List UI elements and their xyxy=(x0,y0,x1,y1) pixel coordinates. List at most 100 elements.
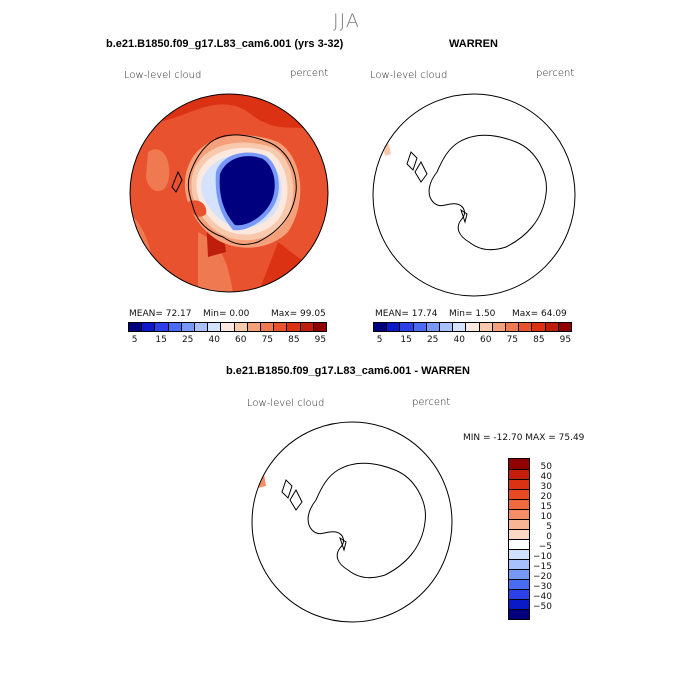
colorbar-tick-label: 85 xyxy=(533,335,545,345)
panel3-colorbar xyxy=(508,458,530,620)
colorbar-tick-label: 95 xyxy=(559,335,572,345)
panel1-colorbar xyxy=(128,322,327,332)
colorbar-tick-label: 75 xyxy=(261,335,274,345)
panel1-mean: MEAN= 72.17 xyxy=(129,309,192,319)
colorbar-swatch xyxy=(412,323,426,331)
colorbar-swatch xyxy=(452,323,466,331)
colorbar-tick-label: 50 xyxy=(540,462,552,472)
colorbar-tick-label: 15 xyxy=(540,502,552,512)
colorbar-tick-label: −10 xyxy=(533,552,552,562)
colorbar-tick-label: 15 xyxy=(155,335,167,345)
colorbar-swatch xyxy=(509,529,529,539)
colorbar-tick-label: −40 xyxy=(533,592,552,602)
colorbar-swatch xyxy=(399,323,413,331)
colorbar-tick-label: 5 xyxy=(131,335,138,345)
colorbar-swatch xyxy=(439,323,453,331)
colorbar-tick-label: 0 xyxy=(546,532,552,542)
colorbar-swatch xyxy=(194,323,208,331)
panel2-title: WARREN xyxy=(449,38,498,50)
panel2-units-label: percent xyxy=(536,68,575,79)
colorbar-swatch xyxy=(557,323,572,331)
colorbar-swatch xyxy=(141,323,155,331)
colorbar-tick-label: −15 xyxy=(533,562,552,572)
panel1-variable-label: Low-level cloud xyxy=(124,70,202,81)
colorbar-swatch xyxy=(509,589,529,599)
colorbar-tick-label: 25 xyxy=(426,335,439,345)
panel3-variable-label: Low-level cloud xyxy=(247,398,325,409)
colorbar-swatch xyxy=(167,323,181,331)
panel1-title: b.e21.B1850.f09_g17.L83_cam6.001 (yrs 3-… xyxy=(106,38,344,50)
panel3-map xyxy=(251,421,453,623)
colorbar-swatch xyxy=(312,323,327,331)
panel3-title: b.e21.B1850.f09_g17.L83_cam6.001 - WARRE… xyxy=(226,365,470,377)
colorbar-swatch xyxy=(286,323,300,331)
colorbar-swatch xyxy=(509,489,529,499)
colorbar-swatch xyxy=(518,323,532,331)
colorbar-tick-label: 95 xyxy=(314,335,327,345)
panel2-min: Min= 1.50 xyxy=(449,309,496,319)
panel2-variable-label: Low-level cloud xyxy=(370,70,448,81)
panel2-map xyxy=(372,93,576,297)
colorbar-tick-label: −30 xyxy=(533,582,552,592)
colorbar-swatch xyxy=(509,609,529,619)
colorbar-tick-label: 25 xyxy=(181,335,194,345)
panel1-map xyxy=(129,93,329,293)
colorbar-tick-label: 5 xyxy=(376,335,383,345)
colorbar-swatch xyxy=(505,323,519,331)
colorbar-tick-label: 60 xyxy=(480,335,492,345)
colorbar-tick-label: −50 xyxy=(533,602,552,612)
colorbar-swatch xyxy=(509,469,529,479)
colorbar-swatch xyxy=(544,323,558,331)
colorbar-swatch xyxy=(129,323,142,331)
colorbar-tick-label: 10 xyxy=(540,512,552,522)
panel3-units-label: percent xyxy=(412,397,451,408)
colorbar-swatch xyxy=(509,579,529,589)
colorbar-swatch xyxy=(509,519,529,529)
colorbar-tick-label: 85 xyxy=(288,335,300,345)
season-title: JJA xyxy=(333,10,360,32)
colorbar-swatch xyxy=(509,459,529,469)
colorbar-tick-label: −20 xyxy=(533,572,552,582)
colorbar-swatch xyxy=(509,499,529,509)
colorbar-swatch xyxy=(220,323,234,331)
panel3-minmax: MIN = -12.70 MAX = 75.49 xyxy=(463,433,585,443)
colorbar-tick-label: 40 xyxy=(540,472,552,482)
colorbar-swatch xyxy=(531,323,545,331)
colorbar-tick-label: 75 xyxy=(506,335,519,345)
colorbar-swatch xyxy=(509,569,529,579)
colorbar-tick-label: 40 xyxy=(453,335,465,345)
colorbar-swatch xyxy=(509,539,529,549)
panel1-max: Max= 99.05 xyxy=(271,309,326,319)
colorbar-swatch xyxy=(425,323,440,331)
colorbar-swatch xyxy=(509,559,529,569)
colorbar-swatch xyxy=(246,323,261,331)
colorbar-swatch xyxy=(260,323,274,331)
colorbar-tick-label: 60 xyxy=(235,335,247,345)
colorbar-swatch xyxy=(465,323,479,331)
colorbar-swatch xyxy=(478,323,492,331)
panel2-mean: MEAN= 17.74 xyxy=(375,309,438,319)
panel1-min: Min= 0.00 xyxy=(203,309,250,319)
colorbar-swatch xyxy=(207,323,221,331)
colorbar-swatch xyxy=(509,479,529,489)
colorbar-swatch xyxy=(509,509,529,519)
colorbar-swatch xyxy=(374,323,387,331)
colorbar-swatch xyxy=(273,323,287,331)
colorbar-tick-label: −5 xyxy=(538,542,552,552)
colorbar-swatch xyxy=(509,599,529,609)
panel2-colorbar xyxy=(373,322,572,332)
colorbar-tick-label: 20 xyxy=(540,492,552,502)
colorbar-swatch xyxy=(299,323,313,331)
colorbar-swatch xyxy=(386,323,400,331)
colorbar-swatch xyxy=(154,323,168,331)
colorbar-tick-label: 15 xyxy=(400,335,412,345)
panel1-units-label: percent xyxy=(290,68,329,79)
panel3-colorbar-ticks: 50 40 30 20 15 10 5 0 −5 −10 −15 −20 −30 −40 −50 xyxy=(530,458,552,620)
colorbar-tick-label: 5 xyxy=(546,522,552,532)
panel2-max: Max= 64.09 xyxy=(512,309,567,319)
colorbar-swatch xyxy=(491,323,506,331)
colorbar-tick-label: 30 xyxy=(540,482,552,492)
colorbar-swatch xyxy=(180,323,195,331)
colorbar-swatch xyxy=(233,323,247,331)
colorbar-tick-label: 40 xyxy=(208,335,220,345)
